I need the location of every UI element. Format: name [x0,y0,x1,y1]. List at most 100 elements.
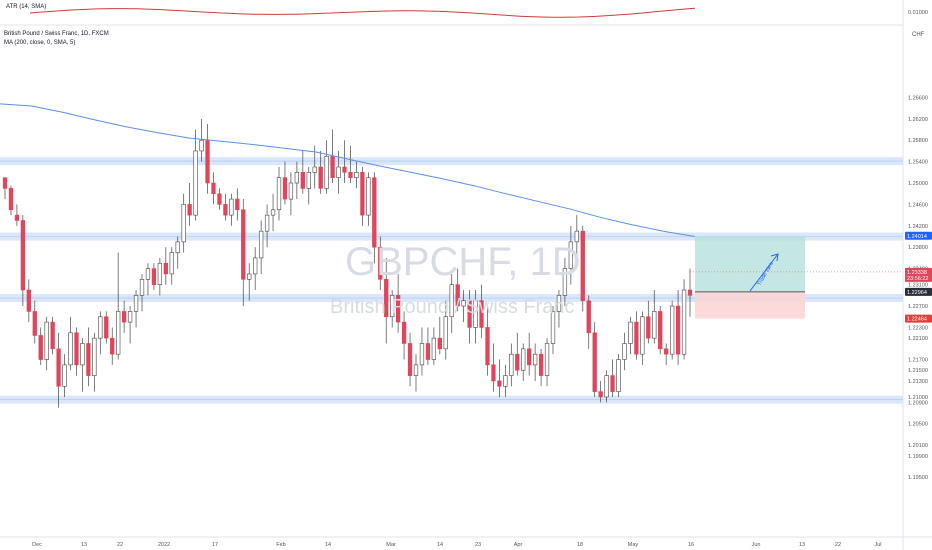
y-tick-label: 1.22100 [908,336,928,342]
candle-body [622,343,627,360]
atr-line [29,7,696,18]
candle-body [366,177,371,216]
x-tick-label: 14 [325,542,331,548]
candle-body [443,316,448,350]
y-tick-label: 1.19900 [908,454,928,460]
candle-body [318,166,323,189]
y-tick-label: 1.22300 [908,325,928,331]
candle-body [336,166,341,178]
candle-body [425,343,431,360]
candle-body [658,311,663,350]
candle-body [80,343,85,366]
candle-body [139,279,145,296]
candle-body [205,139,210,184]
candle-body [169,252,174,275]
candle-body [62,364,67,387]
candle-body [497,380,502,387]
candle-body [437,337,442,350]
candle-body [157,262,163,285]
profit-zone [695,236,805,292]
candle-body [50,321,55,350]
x-tick-label: 13 [799,542,805,548]
candle-body [675,305,681,355]
x-tick-label: 18 [577,542,583,548]
stop-price-badge-bg [905,314,932,323]
y-tick-label: 1.25000 [908,181,928,187]
candle-body [32,311,37,336]
candle-body [151,268,157,285]
symbol-title[interactable]: British Pound / Swiss Franc, 1D, FXCM [4,31,109,37]
candle-body [479,300,484,328]
candle-body [74,332,79,366]
candle-body [104,316,109,339]
y-tick-label: 1.23800 [908,245,928,251]
candle-body [14,214,20,221]
candle-body [145,268,151,280]
x-tick-label: May [628,542,639,548]
y-tick-label: 1.20100 [908,443,928,449]
candle-body [461,300,466,307]
candle-body [467,300,472,328]
candle-body [640,316,645,355]
candle-body [556,295,562,312]
candle-body [342,166,347,173]
candle-body [181,204,186,243]
x-tick-label: 16 [688,542,694,548]
x-tick-label: Apr [514,542,523,548]
y-tick-label: 1.21700 [908,358,928,364]
candle-body [199,139,204,152]
y-tick-label: 1.24600 [908,202,928,208]
x-tick-label: 17 [212,542,218,548]
candle-body [544,343,550,376]
candle-body [276,177,282,211]
candle-body [86,343,91,376]
y-tick-label: 1.26600 [908,95,928,101]
stop-price-badge: 1.22464 [907,317,927,323]
candle-body [491,364,496,382]
candle-body [503,375,508,387]
candle-body [455,284,460,307]
candle-body [413,364,419,376]
candle-body [288,182,294,200]
candle-body [664,348,669,355]
last-price-badge: 1.23338 [907,270,927,276]
candle-body [586,300,591,334]
y-tick-label: 1.22700 [908,304,928,310]
entry-price-badge: 1.22964 [907,290,927,296]
y-tick-label: 1.20900 [908,400,928,406]
x-tick-label: 22 [117,542,123,548]
candle-body [378,246,383,280]
currency-label: CHF [912,32,925,38]
candle-body [550,311,556,344]
candle-body [229,198,234,216]
candle-body [407,343,413,376]
y-tick-label: 1.26200 [908,117,928,123]
candle-body [235,198,240,211]
candle-body [372,177,377,248]
candle-body [419,343,425,366]
candle-body [116,311,121,355]
x-tick-label: 2022 [158,542,170,548]
candle-body [98,316,103,339]
candle-body [44,321,49,360]
candle-body [360,172,365,216]
candle-body [538,353,544,376]
candle-body [306,172,311,189]
candle-body [354,172,359,178]
y-tick-label: 1.21000 [908,395,928,401]
x-tick-label: Jun [752,542,761,548]
trade-idea-arrow [749,253,779,292]
candle-body [485,327,490,366]
candle-body [312,166,317,173]
y-tick-label: 1.19500 [908,475,928,481]
candle-body [330,155,335,178]
arrow-head [770,253,779,262]
y-tick-label: 1.24200 [908,224,928,230]
ma-indicator-label[interactable]: MA (200, close, 0, SMA, 5) [4,40,76,46]
candle-body [247,273,252,280]
candle-body [282,177,288,200]
candle-body [401,321,407,344]
atr-indicator-label[interactable]: ATR (14, SMA) [6,4,47,10]
candle-body [604,375,609,398]
